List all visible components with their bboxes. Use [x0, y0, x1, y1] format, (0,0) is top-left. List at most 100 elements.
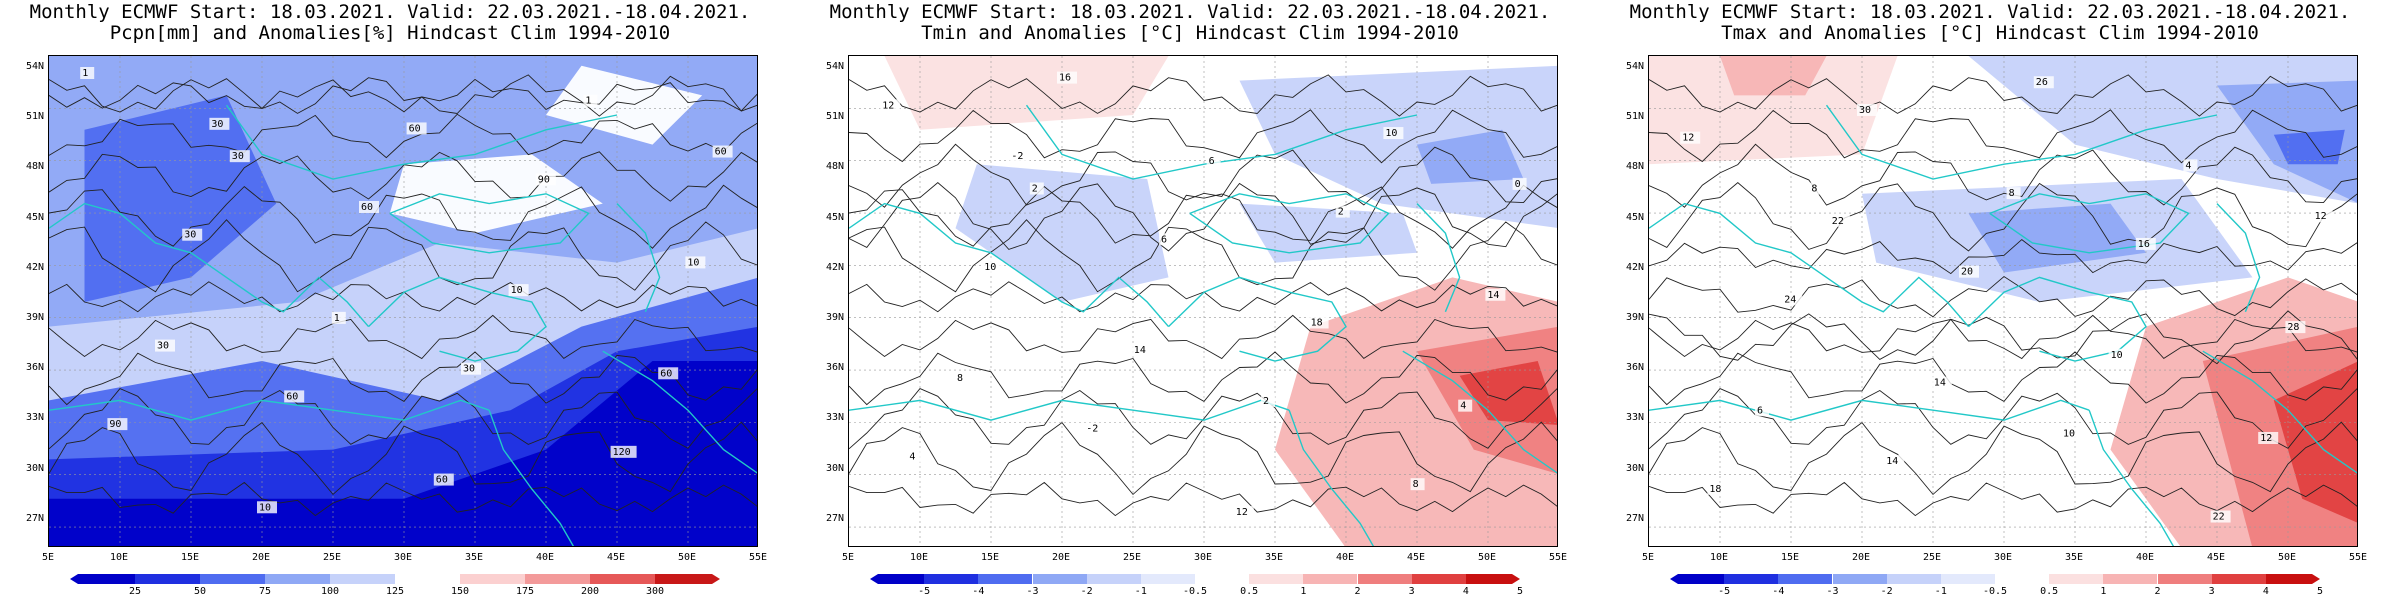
latitude-label: 54N — [825, 61, 844, 72]
contour-label: 1 — [585, 96, 591, 107]
latitude-label: 48N — [1625, 161, 1644, 173]
contour-label-bg — [658, 367, 679, 380]
contour-line — [1649, 109, 2357, 164]
contour-label: 8 — [2009, 188, 2015, 199]
contour-label: -2 — [1086, 424, 1098, 435]
contour-label-bg — [2285, 321, 2306, 334]
contour-label-bg — [209, 117, 230, 130]
longitude-label: 25E — [1122, 552, 1142, 563]
contour-label: 10 — [2111, 350, 2123, 361]
contour-label: 16 — [1059, 73, 1071, 84]
longitude-label: 35E — [1264, 552, 1284, 563]
contour-label: 0 — [1515, 179, 1521, 190]
panel-title-line1: Monthly ECMWF Start: 18.03.2021. Valid: … — [829, 1, 1551, 23]
contour-line — [49, 113, 757, 159]
colorbar-tick-label: -5 — [1718, 586, 1731, 597]
contour-line — [1649, 275, 2357, 318]
contour-label-bg — [1884, 455, 1905, 468]
colorbar-segment — [1832, 574, 1887, 584]
contour-line — [49, 184, 757, 249]
colorbar-segment — [78, 574, 135, 584]
coastline — [49, 399, 490, 421]
contour-line — [49, 314, 757, 360]
contour-label-bg — [1233, 505, 1254, 518]
contour-label-bg — [1755, 404, 1769, 417]
coastline — [2216, 203, 2261, 313]
colorbar-segment — [1411, 574, 1466, 584]
colorbar-segment — [1195, 574, 1250, 584]
anomaly-area-8 — [1459, 361, 1557, 425]
map-panel-precipitation: Monthly ECMWF Start: 18.03.2021. Valid: … — [0, 0, 780, 600]
contour-label: 12 — [2260, 433, 2272, 444]
longitude-label: 5E — [41, 552, 55, 563]
contour-label: 1 — [334, 313, 340, 324]
longitude-label: 50E — [2277, 552, 2297, 563]
contour-label-bg — [2312, 210, 2333, 223]
colorbar-tick-label: 175 — [515, 586, 535, 597]
map-panel-tmin: Monthly ECMWF Start: 18.03.2021. Valid: … — [800, 0, 1580, 600]
contour-label-bg — [1159, 233, 1173, 246]
anomaly-area-10 — [2273, 361, 2357, 523]
contour-label: 30 — [1859, 105, 1871, 116]
latitude-label: 39N — [825, 312, 844, 324]
contour-label-bg — [2108, 348, 2129, 361]
longitude-label: 20E — [1851, 552, 1871, 563]
colorbar-tick-label: -0.5 — [1182, 586, 1208, 597]
contour-line — [49, 421, 757, 496]
contour-label-bg — [1680, 131, 1701, 144]
latitude-label: 27N — [825, 512, 844, 524]
latitude-label: 36N — [25, 362, 44, 374]
coastline — [849, 202, 1170, 328]
contour-label-bg — [1931, 376, 1952, 389]
colorbar-tick-label: -0.5 — [1982, 586, 2008, 597]
colorbar-segment — [1778, 574, 1833, 584]
latitude-label: 48N — [25, 161, 44, 173]
anomaly-area-5 — [2273, 129, 2345, 165]
colorbar-segment — [1140, 574, 1195, 584]
contour-label-bg — [685, 256, 706, 269]
colorbar-arrow-right — [1512, 574, 1520, 584]
contour-line — [1649, 74, 2357, 117]
panel-title-line1: Monthly ECMWF Start: 18.03.2021. Valid: … — [1629, 1, 2351, 23]
coastline — [1288, 409, 1375, 546]
latitude-label: 54N — [1625, 61, 1644, 72]
colorbar-segment — [1940, 574, 1995, 584]
colorbar-tick-label: 100 — [320, 586, 340, 597]
contour-label: 28 — [2287, 322, 2299, 333]
contour-label: 1 — [82, 68, 88, 79]
longitude-label: 15E — [980, 552, 1000, 563]
coastline — [1025, 104, 1418, 180]
coastline — [616, 203, 661, 313]
colorbar-segment — [1886, 574, 1941, 584]
contour-label-bg — [2258, 431, 2279, 444]
contour-line — [849, 182, 1557, 252]
contour-line — [849, 314, 1557, 360]
contour-label: 90 — [109, 419, 121, 430]
coastline — [2088, 409, 2175, 546]
longitude-label: 50E — [677, 552, 697, 563]
latitude-label: 30N — [25, 462, 44, 474]
contour-label-bg — [1458, 399, 1473, 412]
contour-label: 18 — [1311, 317, 1323, 328]
colorbar-segment — [2157, 574, 2212, 584]
contour-line — [849, 351, 1557, 406]
colorbar-segment — [978, 574, 1033, 584]
contour-label: 60 — [436, 475, 448, 486]
contour-label: 4 — [909, 451, 915, 462]
latitude-label: 45N — [25, 211, 44, 223]
latitude-label: 36N — [825, 362, 844, 374]
contour-label: 30 — [211, 119, 223, 130]
anomaly-area-5 — [1239, 203, 1417, 263]
colorbar-segment — [655, 574, 712, 584]
colorbar-tick-label: 0.5 — [1240, 586, 1259, 597]
contour-label-bg — [1009, 150, 1030, 163]
contour-label-bg — [880, 99, 901, 112]
contour-label-bg — [2210, 510, 2231, 523]
contour-label: 60 — [286, 391, 298, 402]
latitude-label: 51N — [25, 111, 44, 123]
coastline — [225, 104, 618, 180]
contour-label-bg — [1959, 265, 1979, 278]
colorbar-segment — [2265, 574, 2312, 584]
colorbar-segment — [265, 574, 330, 584]
contour-line — [849, 74, 1557, 117]
